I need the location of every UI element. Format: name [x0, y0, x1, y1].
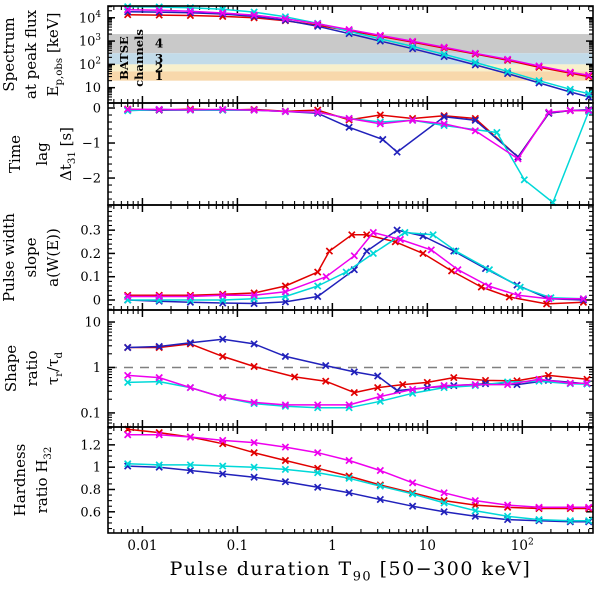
x-tick-label: 10 — [419, 538, 436, 554]
y-tick-label: 0.2 — [80, 247, 101, 262]
y-tick-label: 0.8 — [80, 483, 101, 498]
spectrum-cyan-line — [127, 5, 589, 95]
time-lag-ylabel-line-0: Time — [6, 135, 24, 173]
time-lag-magenta-markers — [123, 105, 593, 163]
time-lag-cyan-series — [123, 105, 593, 207]
batse-bands-layer — [108, 34, 593, 369]
y-tick-label: 0.3 — [80, 224, 101, 239]
spectrum-blue-series — [123, 8, 593, 101]
y-tick-label: 103 — [79, 33, 101, 50]
x-tick-label: 0.1 — [227, 538, 248, 554]
time-lag-ylabel-line-2: Δt31 [s] — [57, 127, 78, 181]
pulse-width-slope-cyan-series — [123, 228, 588, 304]
hardness-ratio-red-markers — [123, 425, 593, 513]
y-tick-label: 1 — [93, 361, 101, 376]
spectrum-red-line — [127, 13, 589, 78]
shape-ratio-ylabel-line-2: τr/τd — [44, 351, 65, 385]
hardness-ratio-cyan-line — [127, 463, 589, 522]
y-tick-label: 10 — [84, 81, 101, 96]
hardness-ratio-cyan-markers — [123, 460, 593, 525]
pulse-width-slope-ylabel-line-0: Pulse width — [0, 213, 18, 302]
pulse-width-slope-ylabel-line-2: a(W(E)) — [44, 228, 62, 287]
batse-channel-number-3: 3 — [155, 52, 163, 66]
y-tick-label: 104 — [79, 10, 102, 27]
batse-channel-number-1: 1 — [155, 69, 163, 83]
pulse-width-slope-ylabel-line-1: slope — [22, 237, 40, 277]
data-series-layer — [123, 2, 593, 526]
hardness-ratio-blue-series — [123, 462, 593, 526]
pulse-width-slope-magenta-markers — [123, 228, 588, 303]
channels-label: channels — [132, 29, 146, 87]
y-tick-label: 0.1 — [80, 406, 101, 421]
y-tick-label: 0.1 — [80, 270, 101, 285]
hardness-ratio-ylabel-line-0: Hardness — [11, 444, 29, 517]
hardness-ratio-blue-line — [127, 465, 589, 523]
y-tick-label: 102 — [79, 56, 101, 73]
batse-label: BATSE — [117, 36, 131, 80]
time-lag-ylabel-line-1: lag — [33, 142, 51, 166]
hardness-ratio-cyan-series — [123, 460, 593, 525]
spectrum-cyan-series — [123, 2, 593, 98]
shape-ratio-ylabel-line-1: ratio — [23, 351, 41, 387]
batse-channel-number-4: 4 — [155, 37, 163, 51]
time-lag-magenta-series — [123, 105, 593, 163]
x-axis-title: Pulse duration T90 [50−300 keV] — [170, 558, 532, 584]
batse-band-4 — [109, 34, 592, 54]
pulse-width-slope-cyan-line — [127, 231, 584, 301]
batse-channel-number-2: 2 — [155, 61, 163, 75]
spectrum-magenta-series — [123, 6, 593, 80]
spectrum-ylabel-line-2: Ep,obs [keV] — [44, 13, 65, 97]
y-tick-label: 1.2 — [80, 438, 101, 453]
y-tick-label: 0 — [93, 102, 101, 117]
hardness-ratio-red-series — [123, 425, 593, 513]
x-tick-label: 1 — [328, 538, 337, 554]
y-tick-label: 10 — [84, 316, 101, 331]
hardness-ratio-magenta-markers — [123, 431, 593, 512]
y-tick-label: 0 — [93, 293, 101, 308]
shape-ratio-magenta-series — [123, 371, 591, 409]
shape-ratio-magenta-markers — [123, 371, 591, 409]
x-tick-label: 102 — [511, 536, 534, 554]
spectrum-blue-line — [127, 11, 589, 98]
time-lag-blue-line — [127, 109, 589, 158]
y-tick-label: 0.6 — [80, 505, 101, 520]
hardness-ratio-blue-markers — [123, 462, 593, 526]
hardness-ratio-magenta-series — [123, 431, 593, 512]
batse-band-2 — [109, 64, 592, 72]
time-lag-magenta-line — [127, 108, 589, 160]
spectrum-magenta-line — [127, 9, 589, 77]
pulse-width-slope-magenta-line — [127, 231, 584, 300]
hardness-ratio-magenta-line — [127, 434, 589, 509]
x-tick-label: 0.01 — [127, 538, 157, 554]
pulse-width-slope-magenta-series — [123, 228, 588, 303]
hardness-ratio-frame — [107, 426, 594, 534]
batse-band-1 — [109, 71, 592, 81]
shape-ratio-ylabel-line-0: Shape — [2, 345, 20, 392]
hardness-ratio-red-line — [127, 428, 589, 510]
time-lag-red-line — [127, 108, 589, 158]
panel-frames-layer — [107, 5, 594, 534]
y-tick-label: 1 — [93, 461, 101, 476]
spectrum-ylabel-line-1: at peak flux — [22, 9, 40, 99]
shape-ratio-magenta-line — [127, 374, 587, 406]
spectrum-ylabel-line-0: Spectrum — [0, 17, 18, 91]
y-tick-label: −2 — [82, 172, 101, 187]
spectrum-magenta-markers — [123, 6, 593, 80]
time-lag-cyan-markers — [123, 105, 593, 207]
batse-band-3 — [109, 53, 592, 65]
y-tick-label: −1 — [82, 137, 101, 152]
hardness-ratio-ylabel-line-1: ratio H32 — [33, 447, 54, 514]
shape-ratio-red-line — [127, 343, 588, 394]
